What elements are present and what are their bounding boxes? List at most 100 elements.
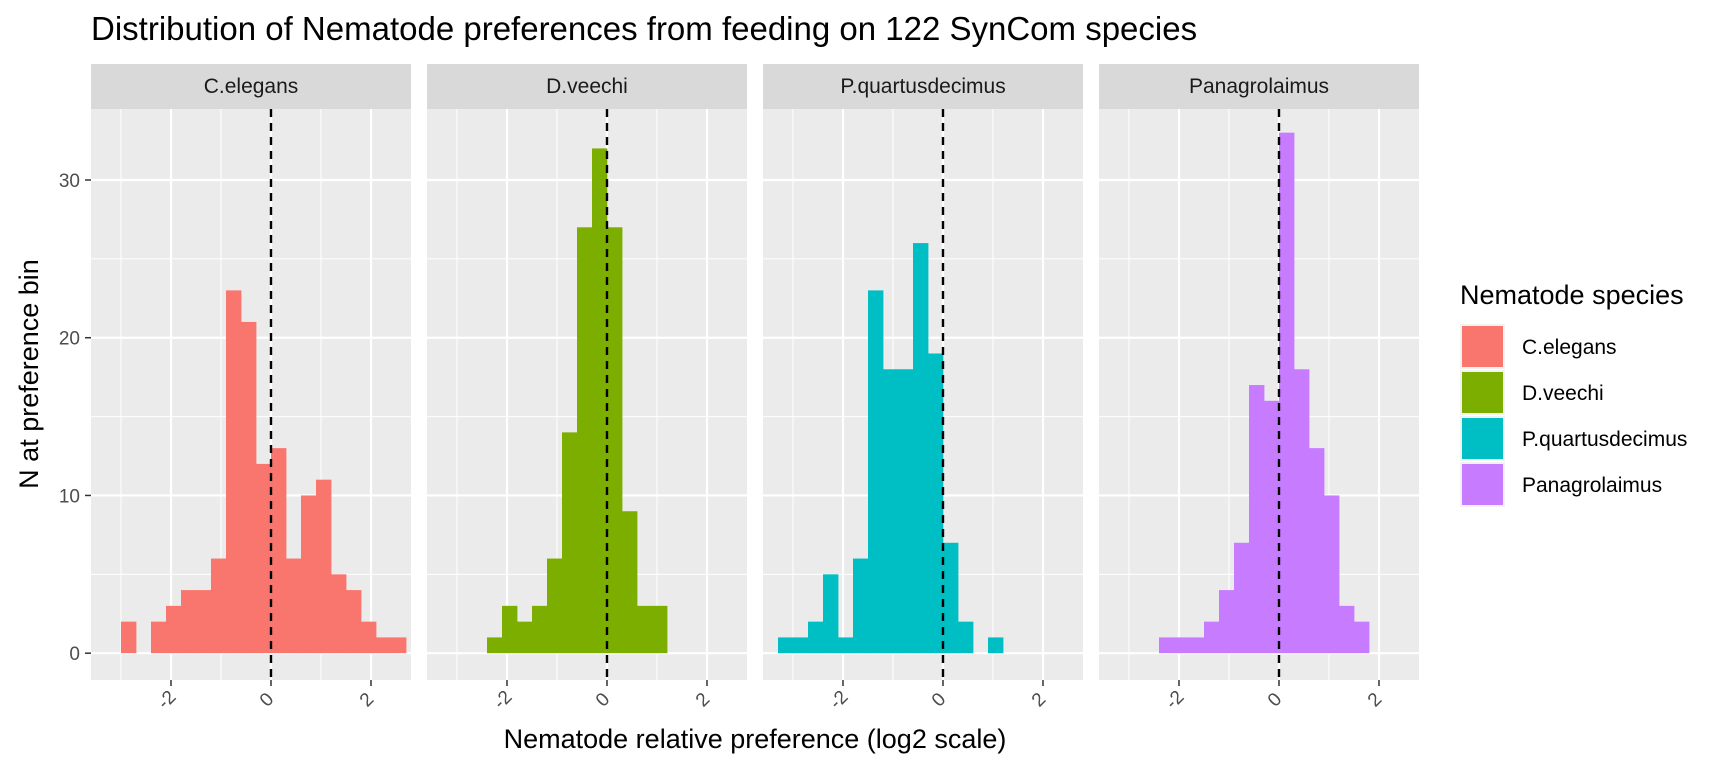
histogram-bar bbox=[637, 605, 653, 654]
histogram-bar bbox=[562, 432, 578, 654]
histogram-bar bbox=[592, 148, 608, 654]
x-tick-label: -2 bbox=[490, 687, 517, 714]
facet-panel: P.quartusdecimus -2 0 2 bbox=[763, 64, 1083, 714]
facet-panels: C.elegans-2 0 2D.veechi-2 0 2P.quartusdecimu… bbox=[91, 64, 1419, 714]
histogram-bar bbox=[1264, 400, 1280, 654]
legend-title: Nematode species bbox=[1460, 280, 1684, 310]
histogram-bar bbox=[1219, 590, 1235, 654]
facet-strip-label: D.veechi bbox=[546, 75, 628, 98]
histogram-bar bbox=[1294, 369, 1310, 654]
facet-strip-label: P.quartusdecimus bbox=[840, 75, 1005, 98]
histogram-bar bbox=[346, 590, 362, 654]
x-tick-label: 0 bbox=[592, 689, 614, 711]
histogram-bar bbox=[502, 605, 518, 654]
legend-swatch bbox=[1462, 418, 1503, 459]
facet-panel: Panagrolaimus -2 0 2 bbox=[1099, 64, 1419, 714]
facet-panel: C.elegans -2 0 2 bbox=[91, 64, 411, 714]
histogram-bar bbox=[1204, 621, 1220, 654]
histogram-bar bbox=[778, 637, 794, 654]
legend: Nematode species C.elegans D.veechi P.quar… bbox=[1460, 280, 1687, 507]
histogram-bar bbox=[121, 621, 137, 654]
histogram-bar bbox=[376, 637, 392, 654]
x-tick-label: 2 bbox=[692, 689, 714, 711]
histogram-bar bbox=[1249, 385, 1265, 654]
histogram-bar bbox=[607, 227, 623, 654]
x-tick-label: 0 bbox=[256, 689, 278, 711]
histogram-bar bbox=[1309, 448, 1325, 654]
histogram-bar bbox=[1279, 132, 1295, 654]
facet-strip bbox=[91, 64, 411, 109]
histogram-bar bbox=[1354, 621, 1370, 654]
histogram-bar bbox=[622, 511, 638, 654]
y-axis: 0 10 20 30 bbox=[59, 171, 91, 665]
x-tick-label: -2 bbox=[154, 687, 181, 714]
histogram-bar bbox=[1174, 637, 1190, 654]
x-tick-label: 0 bbox=[928, 689, 950, 711]
histogram-bar bbox=[1189, 637, 1205, 654]
histogram-bar bbox=[196, 590, 212, 654]
y-tick-label: 20 bbox=[59, 329, 80, 350]
histogram-bar bbox=[1234, 542, 1250, 654]
histogram-bar bbox=[286, 558, 302, 654]
histogram-bar bbox=[913, 243, 929, 654]
histogram-bar bbox=[166, 605, 182, 654]
histogram-bar bbox=[793, 637, 809, 654]
y-axis-title: N at preference bin bbox=[14, 259, 44, 489]
histogram-bar bbox=[928, 353, 944, 654]
histogram-bar bbox=[1159, 637, 1175, 654]
histogram-bar bbox=[517, 621, 533, 654]
histogram-bar bbox=[181, 590, 197, 654]
histogram-bar bbox=[808, 621, 824, 654]
histogram-bar bbox=[652, 605, 668, 654]
histogram-bar bbox=[487, 637, 503, 654]
histogram-bar bbox=[391, 637, 407, 654]
legend-label: P.quartusdecimus bbox=[1522, 428, 1687, 451]
x-tick-label: 2 bbox=[356, 689, 378, 711]
histogram-bar bbox=[151, 621, 167, 654]
x-tick-label: 2 bbox=[1364, 689, 1386, 711]
histogram-bar bbox=[241, 321, 257, 654]
histogram-bar bbox=[898, 369, 914, 654]
histogram-bar bbox=[547, 558, 563, 654]
facet-strip-label: C.elegans bbox=[204, 75, 299, 98]
facet-panel: D.veechi -2 0 2 bbox=[427, 64, 747, 714]
histogram-bar bbox=[868, 290, 884, 654]
histogram-bar bbox=[301, 495, 317, 654]
legend-label: Panagrolaimus bbox=[1522, 474, 1662, 497]
legend-swatch bbox=[1462, 326, 1503, 367]
facet-strip-label: Panagrolaimus bbox=[1189, 75, 1329, 98]
legend-swatch bbox=[1462, 372, 1503, 413]
histogram-bar bbox=[361, 621, 377, 654]
chart-title: Distribution of Nematode preferences fro… bbox=[91, 10, 1197, 47]
histogram-bar bbox=[256, 463, 272, 654]
facet-strip bbox=[1099, 64, 1419, 109]
y-tick-label: 10 bbox=[59, 486, 80, 507]
x-axis-title: Nematode relative preference (log2 scale… bbox=[504, 724, 1007, 754]
histogram-bar bbox=[226, 290, 242, 654]
x-tick-label: -2 bbox=[826, 687, 853, 714]
legend-swatch bbox=[1462, 464, 1503, 505]
histogram-bar bbox=[853, 558, 869, 654]
histogram-bar bbox=[532, 605, 548, 654]
x-tick-label: -2 bbox=[1162, 687, 1189, 714]
x-tick-label: 2 bbox=[1028, 689, 1050, 711]
histogram-bar bbox=[331, 574, 347, 654]
y-tick-label: 0 bbox=[69, 644, 80, 665]
histogram-bar bbox=[211, 558, 227, 654]
legend-label: C.elegans bbox=[1522, 336, 1617, 359]
histogram-bar bbox=[958, 621, 974, 654]
histogram-bar bbox=[577, 227, 593, 654]
legend-items: C.elegans D.veechi P.quartusdecimus Panagro… bbox=[1460, 324, 1687, 507]
histogram-bar bbox=[271, 448, 287, 654]
facet-strip bbox=[427, 64, 747, 109]
histogram-bar bbox=[316, 479, 332, 654]
histogram-bar bbox=[838, 637, 854, 654]
histogram-bar bbox=[943, 542, 959, 654]
histogram-bar bbox=[1324, 495, 1340, 654]
legend-label: D.veechi bbox=[1522, 382, 1604, 405]
histogram-bar bbox=[823, 574, 839, 654]
y-tick-label: 30 bbox=[59, 171, 80, 192]
facet-strip bbox=[763, 64, 1083, 109]
x-tick-label: 0 bbox=[1264, 689, 1286, 711]
